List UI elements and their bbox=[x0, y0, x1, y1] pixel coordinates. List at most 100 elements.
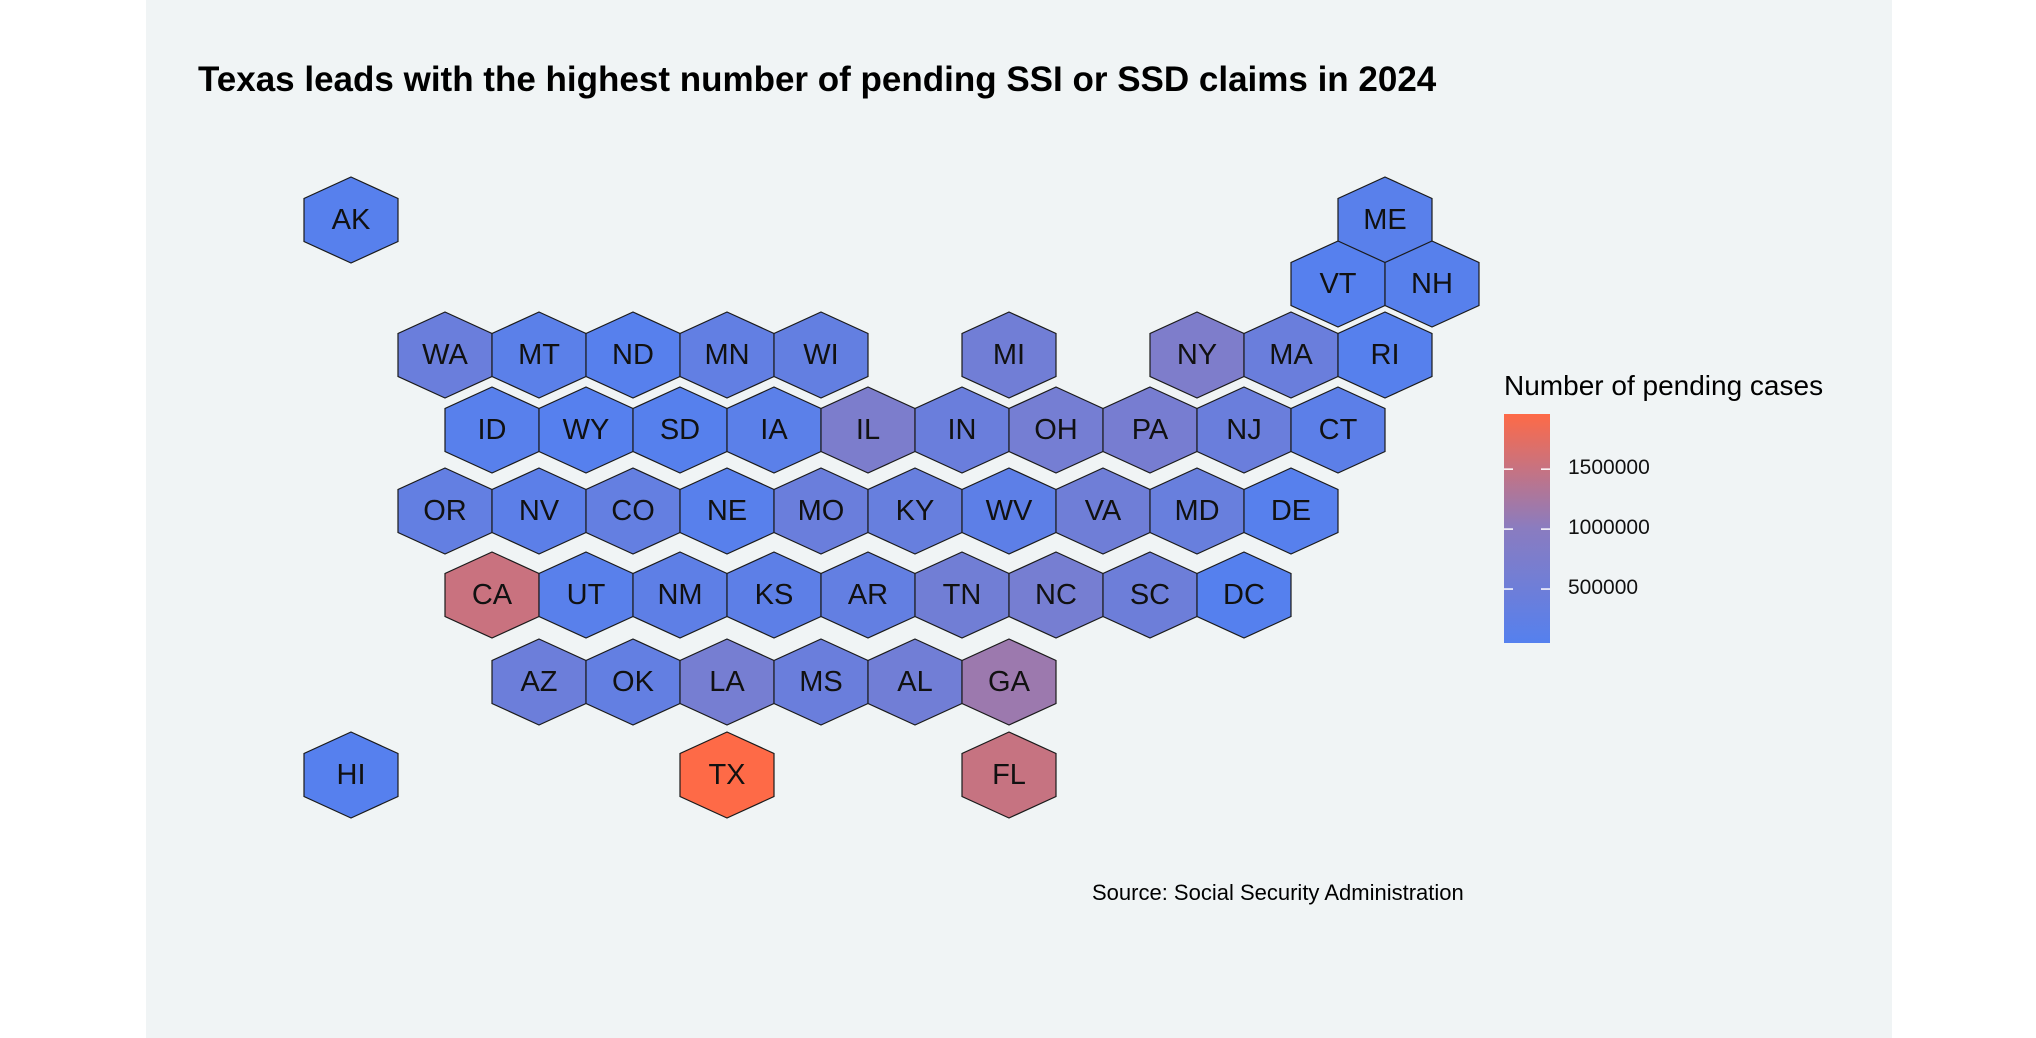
state-label: OK bbox=[612, 666, 655, 698]
state-label: AZ bbox=[520, 666, 557, 698]
legend-tick-1000000: 1000000 bbox=[1568, 516, 1650, 540]
state-label: IN bbox=[948, 414, 977, 446]
state-hex-id: ID bbox=[444, 386, 540, 474]
state-hex-ut: UT bbox=[538, 551, 634, 639]
state-label: AK bbox=[332, 204, 371, 236]
state-label: MA bbox=[1269, 339, 1313, 371]
map-title: Texas leads with the highest number of p… bbox=[198, 60, 1437, 99]
state-label: MI bbox=[993, 339, 1025, 371]
state-hex-ct: CT bbox=[1290, 386, 1386, 474]
state-hex-la: LA bbox=[679, 638, 775, 726]
state-label: CA bbox=[472, 579, 513, 611]
state-hex-shape bbox=[961, 311, 1057, 399]
state-hex-ak: AK bbox=[303, 176, 399, 264]
state-label: WY bbox=[563, 414, 610, 446]
state-hex-de: DE bbox=[1243, 467, 1339, 555]
state-label: SC bbox=[1130, 579, 1170, 611]
state-hex-shape bbox=[1243, 467, 1339, 555]
state-label: WA bbox=[422, 339, 468, 371]
state-hex-ar: AR bbox=[820, 551, 916, 639]
state-label: FL bbox=[992, 759, 1026, 791]
legend-tick-1500000: 1500000 bbox=[1568, 456, 1650, 480]
state-hex-shape bbox=[1196, 551, 1292, 639]
state-hex-wa: WA bbox=[397, 311, 493, 399]
state-hex-ne: NE bbox=[679, 467, 775, 555]
state-label: CT bbox=[1319, 414, 1358, 446]
state-label: MD bbox=[1174, 495, 1219, 527]
legend-title: Number of pending cases bbox=[1504, 370, 1824, 401]
state-hex-pa: PA bbox=[1102, 386, 1198, 474]
state-hex-tn: TN bbox=[914, 551, 1010, 639]
state-label: HI bbox=[337, 759, 366, 791]
state-label: RI bbox=[1371, 339, 1400, 371]
state-label: VA bbox=[1085, 495, 1122, 527]
state-hex-wv: WV bbox=[961, 467, 1057, 555]
state-hex-ia: IA bbox=[726, 386, 822, 474]
state-label: IL bbox=[856, 414, 880, 446]
legend-color-bar bbox=[1504, 414, 1550, 643]
state-label: MS bbox=[799, 666, 843, 698]
state-label: DC bbox=[1223, 579, 1265, 611]
state-label: CO bbox=[611, 495, 655, 527]
state-hex-tx: TX bbox=[679, 731, 775, 819]
state-label: AR bbox=[848, 579, 888, 611]
state-hex-wy: WY bbox=[538, 386, 634, 474]
state-label: WI bbox=[803, 339, 838, 371]
state-label: DE bbox=[1271, 495, 1311, 527]
state-label: KS bbox=[755, 579, 794, 611]
state-label: PA bbox=[1132, 414, 1169, 446]
state-label: OH bbox=[1034, 414, 1078, 446]
state-hex-co: CO bbox=[585, 467, 681, 555]
state-hex-ks: KS bbox=[726, 551, 822, 639]
state-hex-shape bbox=[961, 638, 1057, 726]
state-hex-ok: OK bbox=[585, 638, 681, 726]
state-label: KY bbox=[896, 495, 935, 527]
state-hex-mo: MO bbox=[773, 467, 869, 555]
state-hex-shape bbox=[773, 311, 869, 399]
state-hex-nh: NH bbox=[1384, 240, 1480, 328]
state-hex-shape bbox=[1337, 311, 1433, 399]
state-label: NH bbox=[1411, 268, 1453, 300]
state-hex-wi: WI bbox=[773, 311, 869, 399]
state-hex-hi: HI bbox=[303, 731, 399, 819]
state-hex-shape bbox=[679, 731, 775, 819]
state-hex-nc: NC bbox=[1008, 551, 1104, 639]
state-hex-ma: MA bbox=[1243, 311, 1339, 399]
state-hex-me: ME bbox=[1337, 176, 1433, 264]
source-caption: Source: Social Security Administration bbox=[1092, 880, 1464, 905]
state-hex-sd: SD bbox=[632, 386, 728, 474]
state-hex-il: IL bbox=[820, 386, 916, 474]
state-hex-mt: MT bbox=[491, 311, 587, 399]
state-label: MN bbox=[704, 339, 749, 371]
state-hex-fl: FL bbox=[961, 731, 1057, 819]
state-label: ME bbox=[1363, 204, 1407, 236]
state-label: ND bbox=[612, 339, 654, 371]
state-hex-mi: MI bbox=[961, 311, 1057, 399]
state-hex-ga: GA bbox=[961, 638, 1057, 726]
state-label: MO bbox=[798, 495, 845, 527]
state-hex-or: OR bbox=[397, 467, 493, 555]
state-hex-ny: NY bbox=[1149, 311, 1245, 399]
state-label: NJ bbox=[1226, 414, 1261, 446]
state-label: TX bbox=[708, 759, 745, 791]
state-hex-nd: ND bbox=[585, 311, 681, 399]
state-label: NC bbox=[1035, 579, 1077, 611]
state-label: LA bbox=[709, 666, 745, 698]
state-label: NE bbox=[707, 495, 747, 527]
state-label: GA bbox=[988, 666, 1031, 698]
state-hex-ri: RI bbox=[1337, 311, 1433, 399]
state-hex-in: IN bbox=[914, 386, 1010, 474]
state-label: OR bbox=[423, 495, 467, 527]
state-label: IA bbox=[760, 414, 788, 446]
state-label: NY bbox=[1177, 339, 1217, 371]
state-hex-dc: DC bbox=[1196, 551, 1292, 639]
state-label: TN bbox=[943, 579, 982, 611]
state-hex-nj: NJ bbox=[1196, 386, 1292, 474]
legend-tick-500000: 500000 bbox=[1568, 576, 1639, 600]
state-label: UT bbox=[567, 579, 606, 611]
state-hex-shape bbox=[303, 176, 399, 264]
state-hex-md: MD bbox=[1149, 467, 1245, 555]
state-hex-shape bbox=[961, 731, 1057, 819]
state-label: VT bbox=[1319, 268, 1356, 300]
